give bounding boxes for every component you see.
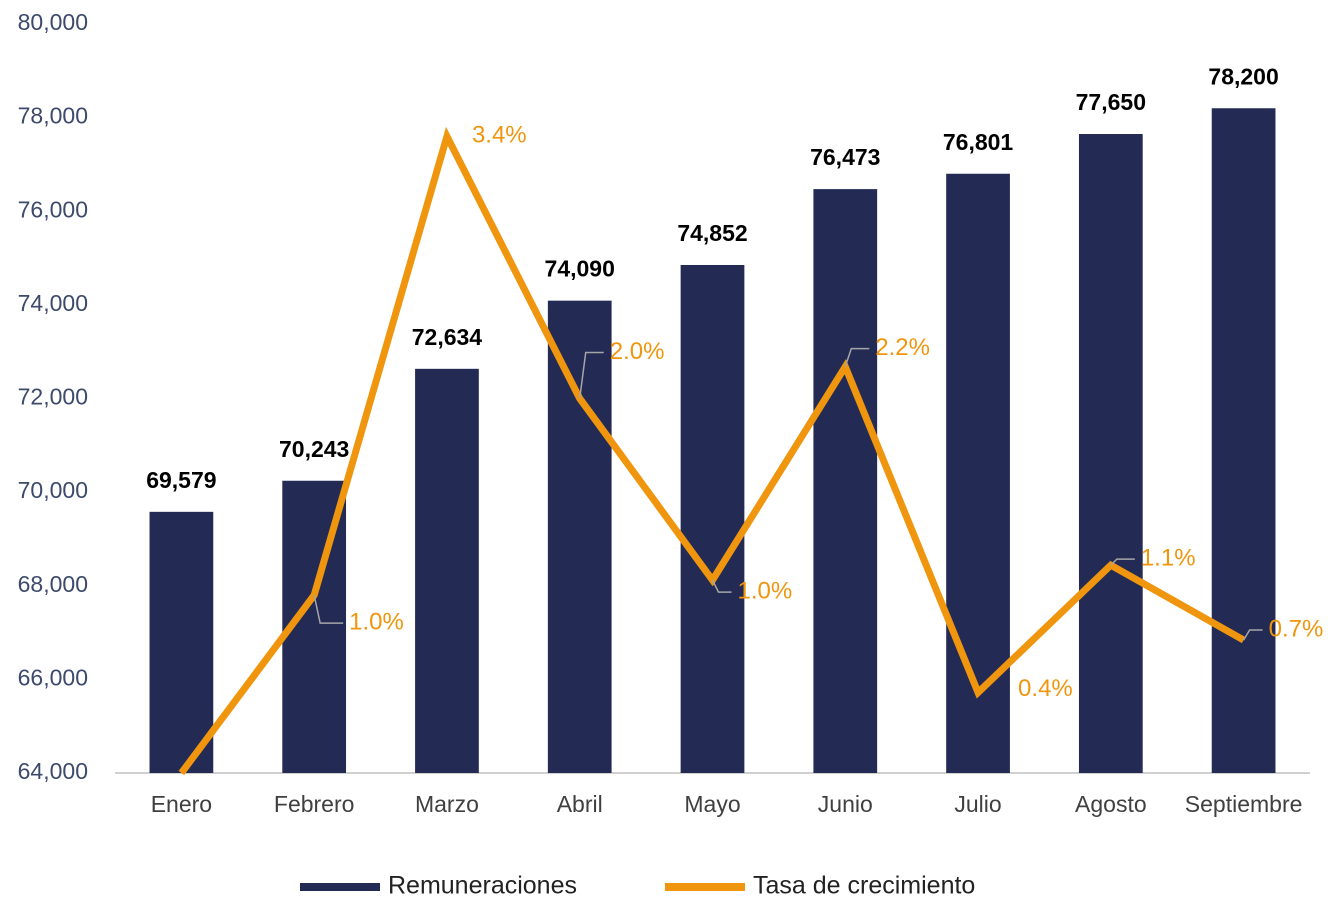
y-tick-label: 70,000 [18,477,88,503]
x-tick-label: Abril [557,791,603,817]
bar-value-label: 70,243 [279,436,349,462]
x-tick-label: Julio [954,791,1001,817]
y-tick-label: 68,000 [18,571,88,597]
leader-line [1110,558,1135,566]
x-tick-label: Junio [818,791,873,817]
legend-label: Tasa de crecimiento [753,872,975,900]
leader-line [313,594,344,624]
y-tick-label: 66,000 [18,664,88,690]
bar [1078,134,1143,773]
y-tick-label: 76,000 [18,196,88,222]
bar-value-label: 76,473 [810,144,880,170]
line-value-label: 3.4% [472,122,527,149]
x-tick-label: Septiembre [1185,791,1303,817]
leader-line [578,351,604,399]
x-tick-label: Marzo [415,791,479,817]
bar [946,173,1010,774]
y-tick-label: 80,000 [18,9,88,35]
bar-value-label: 78,200 [1208,63,1278,89]
x-tick-label: Enero [151,791,212,817]
bar-value-label: 72,634 [412,324,483,350]
bar-value-label: 77,650 [1076,89,1146,115]
x-tick-label: Mayo [684,791,740,817]
line-value-label: 1.1% [1141,544,1196,571]
y-tick-label: 78,000 [18,103,88,129]
x-tick-label: Febrero [274,791,355,817]
bar [415,368,479,773]
y-tick-label: 74,000 [18,290,88,316]
line-value-label: 0.7% [1269,615,1324,642]
legend-label: Remuneraciones [388,872,577,900]
bar-value-label: 69,579 [146,467,216,493]
bar-value-label: 74,852 [677,220,747,246]
bar [149,511,214,773]
leader-line [711,579,732,593]
y-tick-label: 72,000 [18,384,88,410]
bar-value-label: 76,801 [943,129,1014,155]
line-value-label: 2.0% [610,338,665,365]
line-value-label: 1.0% [738,577,793,604]
leader-line [1242,629,1263,641]
bar [1211,108,1276,773]
bar [813,189,878,774]
line-value-label: 2.2% [875,334,930,361]
bar [680,264,745,773]
line-value-label: 1.0% [349,608,404,635]
bar [547,300,612,773]
x-tick-label: Agosto [1075,791,1147,817]
bar-value-label: 74,090 [545,256,615,282]
y-tick-label: 64,000 [18,758,88,784]
line-value-label: 0.4% [1018,675,1073,702]
leader-line [844,347,870,367]
